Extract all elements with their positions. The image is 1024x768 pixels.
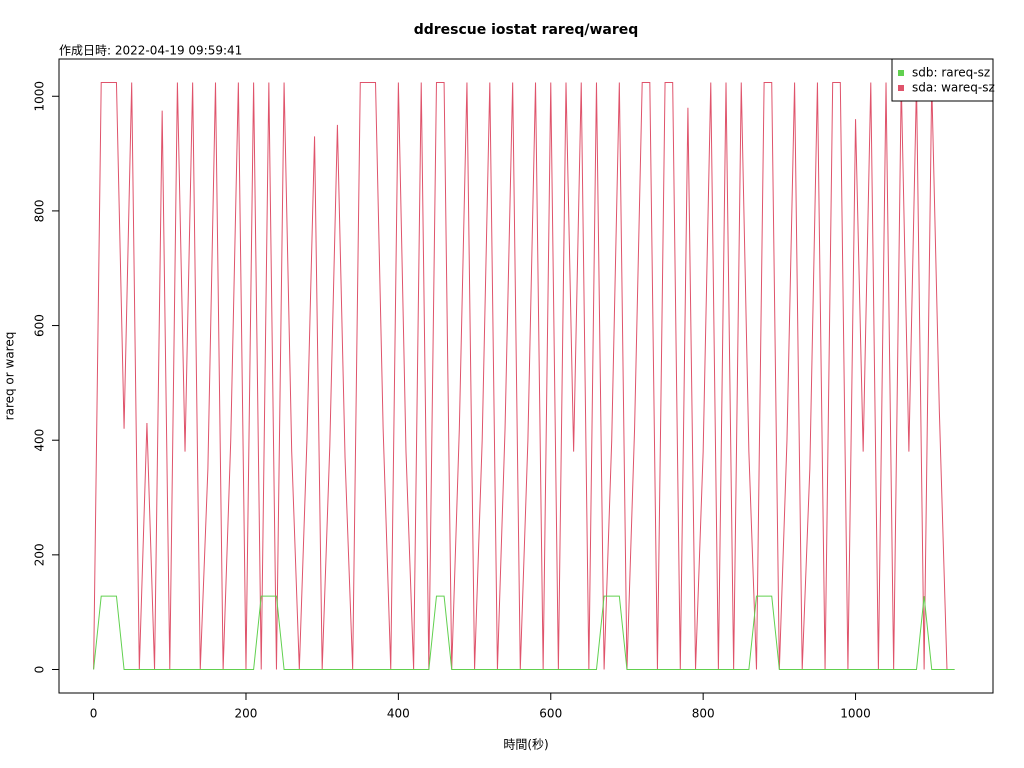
series-line <box>93 595 955 670</box>
y-tick-label: 200 <box>33 543 47 566</box>
x-tick-label: 1000 <box>840 707 871 721</box>
x-tick-label: 0 <box>90 707 98 721</box>
legend-label: sda: wareq-sz <box>912 81 995 95</box>
y-tick-label: 1000 <box>33 81 47 112</box>
x-axis-label: 時間(秒) <box>503 738 548 752</box>
legend-swatch <box>898 85 904 91</box>
y-tick-label: 600 <box>33 314 47 337</box>
legend-box <box>891 58 994 102</box>
chart-subtitle: 作成日時: 2022-04-19 09:59:41 <box>59 44 242 58</box>
y-tick-label: 400 <box>33 429 47 452</box>
series-line <box>93 82 955 670</box>
chart-title: ddrescue iostat rareq/wareq <box>414 22 639 38</box>
y-tick-label: 800 <box>33 199 47 222</box>
y-tick-label: 0 <box>33 666 47 674</box>
legend-swatch <box>898 70 904 76</box>
y-axis-label: rareq or wareq <box>3 332 17 421</box>
x-tick-label: 200 <box>235 707 258 721</box>
x-tick-label: 800 <box>692 707 715 721</box>
x-tick-label: 600 <box>539 707 562 721</box>
x-tick-label: 400 <box>387 707 410 721</box>
legend-label: sdb: rareq-sz <box>912 66 990 80</box>
